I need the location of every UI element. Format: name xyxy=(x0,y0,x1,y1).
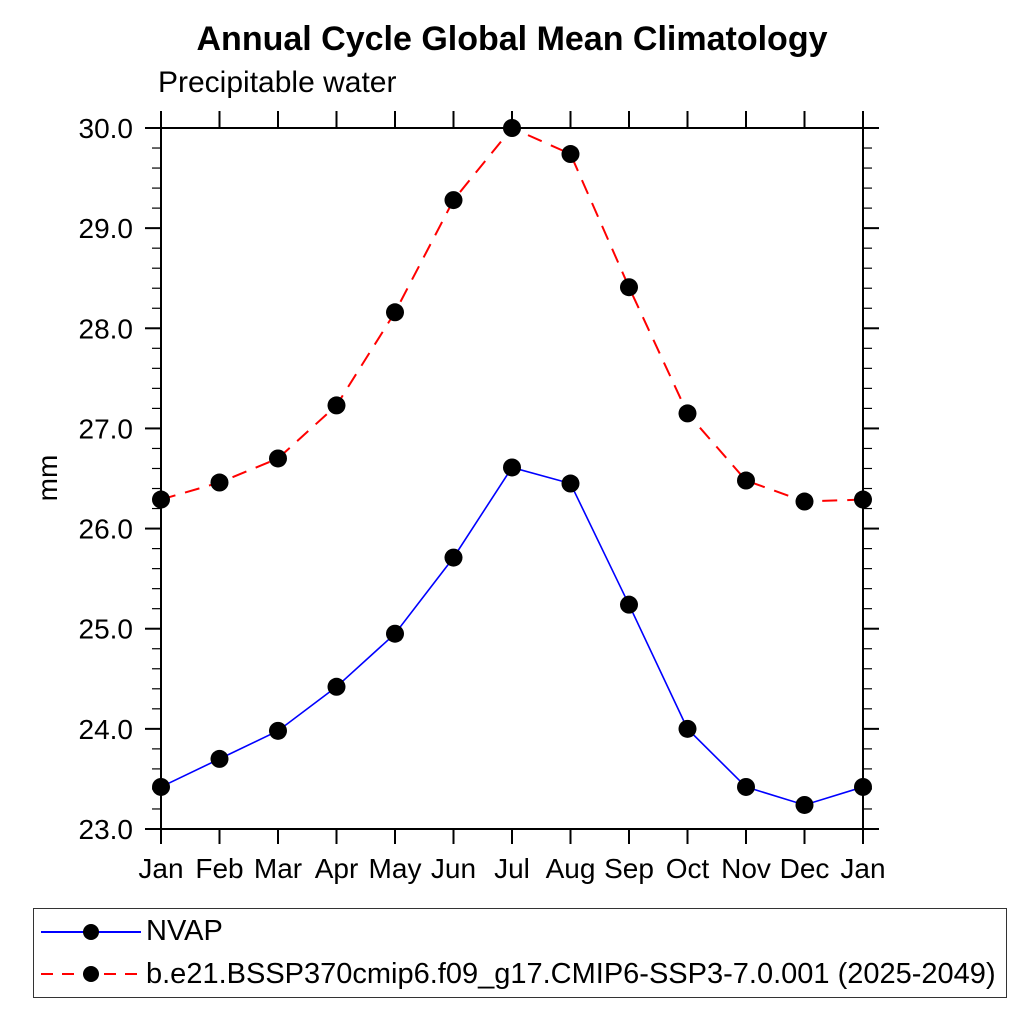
x-tick-label: May xyxy=(369,853,422,884)
y-tick-label: 28.0 xyxy=(79,313,134,344)
data-point xyxy=(795,492,814,511)
data-point xyxy=(210,473,229,492)
data-point xyxy=(737,777,755,796)
x-tick-label: Oct xyxy=(666,853,710,884)
data-point xyxy=(561,145,580,164)
legend-swatch-dashed xyxy=(41,966,141,983)
x-tick-label: Feb xyxy=(195,853,243,884)
legend-swatch-solid xyxy=(41,923,141,940)
marker-dot-icon xyxy=(83,923,99,940)
legend-label-nvap: NVAP xyxy=(146,915,223,948)
data-point xyxy=(444,548,463,567)
data-point xyxy=(561,474,580,493)
chart-subtitle: Precipitable water xyxy=(158,66,397,99)
data-point xyxy=(269,449,287,468)
data-point xyxy=(503,119,521,137)
plot-frame xyxy=(160,127,864,830)
data-point xyxy=(210,749,229,768)
y-tick-label: 23.0 xyxy=(79,814,134,845)
legend-label-cmip6: b.e21.BSSP370cmip6.f09_g17.CMIP6-SSP3-7.… xyxy=(146,957,996,990)
data-point xyxy=(152,777,170,796)
x-tick-label: Aug xyxy=(546,853,596,884)
data-point xyxy=(678,404,697,423)
marker-dot-icon xyxy=(83,966,99,983)
x-tick-label: Sep xyxy=(604,853,654,884)
y-tick-label: 29.0 xyxy=(79,213,134,244)
data-point xyxy=(152,490,170,509)
data-point xyxy=(678,719,697,738)
data-point xyxy=(737,471,755,490)
plot-area: 23.0 24.0 25.0 26.0 27.0 28.0 29.0 30.0 Jan Feb Ma… xyxy=(79,111,886,884)
series-line xyxy=(160,466,864,806)
data-point xyxy=(620,278,638,297)
y-tick-label: 27.0 xyxy=(79,413,134,444)
x-tick-label: Jun xyxy=(431,853,476,884)
data-point xyxy=(854,490,872,509)
data-point xyxy=(327,396,346,415)
data-point xyxy=(444,191,463,210)
x-tick-label: Mar xyxy=(254,853,302,884)
data-point xyxy=(327,677,346,696)
legend: NVAP b.e21.BSSP370cmip6.f09_g17.CMIP6-SS… xyxy=(33,908,1007,998)
chart-title: Annual Cycle Global Mean Climatology xyxy=(196,20,828,58)
legend-item-cmip6: b.e21.BSSP370cmip6.f09_g17.CMIP6-SSP3-7.… xyxy=(39,954,1006,994)
y-tick-label: 24.0 xyxy=(79,714,134,745)
data-point xyxy=(795,795,814,814)
y-tick-label: 30.0 xyxy=(79,113,134,144)
data-point xyxy=(854,777,872,796)
x-tick-label: Nov xyxy=(721,853,771,884)
y-tick-label: 25.0 xyxy=(79,614,134,645)
data-point xyxy=(386,624,404,643)
x-tick-label: Jan xyxy=(138,853,183,884)
x-tick-label: Jan xyxy=(840,853,885,884)
data-point xyxy=(620,595,638,614)
series-line xyxy=(160,126,864,503)
data-point xyxy=(386,303,404,322)
legend-item-nvap: NVAP xyxy=(39,912,1006,952)
y-tick-label: 26.0 xyxy=(79,514,134,545)
data-point xyxy=(503,458,521,477)
x-tick-label: Dec xyxy=(780,853,830,884)
data-point xyxy=(269,721,287,740)
x-tick-label: Jul xyxy=(494,853,530,884)
x-tick-label: Apr xyxy=(315,853,359,884)
